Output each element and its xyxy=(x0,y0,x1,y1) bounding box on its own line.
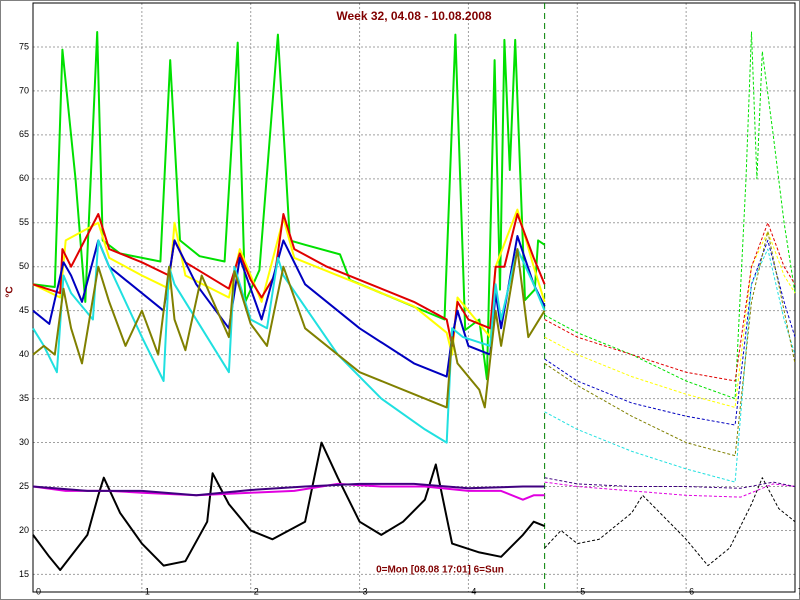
labels: 1520253035404550556065707501234567 xyxy=(19,41,800,596)
plot-frame xyxy=(32,2,796,593)
x-tick-label: 6 xyxy=(689,586,694,596)
forecast-line xyxy=(544,222,796,382)
y-tick-label: 25 xyxy=(19,481,29,491)
forecast-line xyxy=(544,31,796,400)
data-line xyxy=(32,441,545,571)
data-line xyxy=(32,213,546,347)
x-tick-label: 4 xyxy=(471,586,476,596)
x-tick-label: 7 xyxy=(798,586,800,596)
y-tick-label: 45 xyxy=(19,305,29,315)
x-tick-label: 1 xyxy=(145,586,150,596)
x-tick-label: 0 xyxy=(36,586,41,596)
forecast-line xyxy=(544,231,796,457)
forecast-line xyxy=(544,248,796,483)
y-tick-label: 20 xyxy=(19,525,29,535)
forecast-line xyxy=(544,477,796,567)
lines xyxy=(32,31,796,571)
y-tick-label: 50 xyxy=(19,261,29,271)
chart-title: Week 32, 04.08 - 10.08.2008 xyxy=(336,9,492,23)
y-axis-label: °C xyxy=(5,286,16,297)
x-tick-label: 3 xyxy=(363,586,368,596)
y-tick-label: 30 xyxy=(19,437,29,447)
x-tick-label: 2 xyxy=(254,586,259,596)
forecast-line xyxy=(544,231,796,408)
y-tick-label: 65 xyxy=(19,129,29,139)
forecast-line xyxy=(544,477,796,489)
y-tick-label: 60 xyxy=(19,173,29,183)
x-tick-label: 5 xyxy=(580,586,585,596)
y-tick-label: 15 xyxy=(19,569,29,579)
y-tick-label: 55 xyxy=(19,217,29,227)
y-tick-label: 35 xyxy=(19,393,29,403)
data-line xyxy=(32,482,545,497)
x-axis-label: 0=Mon [08.08 17:01] 6=Sun xyxy=(376,565,504,576)
y-tick-label: 70 xyxy=(19,85,29,95)
forecast-line xyxy=(544,481,796,498)
data-line xyxy=(32,248,546,409)
y-tick-label: 40 xyxy=(19,349,29,359)
y-tick-label: 75 xyxy=(19,41,29,51)
